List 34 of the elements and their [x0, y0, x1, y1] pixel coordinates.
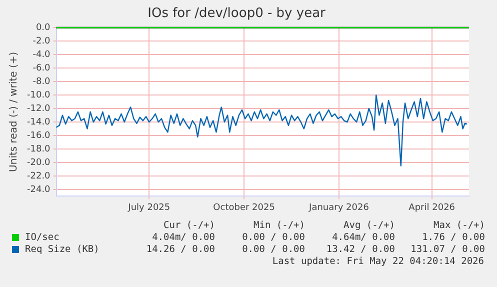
- text: 4.04m/ 0.00: [151, 232, 215, 242]
- y-tick-label: -18.0: [26, 144, 51, 154]
- text: Max (-/+): [432, 220, 485, 230]
- y-tick-label: -14.0: [26, 117, 51, 128]
- y-tick-label: -8.0: [32, 76, 51, 87]
- y-axis-title: Units read (-) / write (+): [8, 52, 20, 172]
- y-tick-label: -2.0: [32, 36, 51, 46]
- y-tick-label: -20.0: [26, 158, 51, 168]
- text: 4.64m/ 0.00: [331, 232, 395, 242]
- y-tick-label: -22.0: [26, 171, 51, 182]
- y-tick-label: -12.0: [26, 104, 51, 114]
- y-tick-label: 0.0: [36, 22, 51, 33]
- y-tick-label: -10.0: [26, 90, 51, 100]
- x-tick-label: October 2025: [213, 202, 275, 213]
- x-tick-label: July 2025: [127, 202, 170, 213]
- y-tick-label: -16.0: [26, 130, 51, 141]
- text: 14.26 / 0.00: [145, 244, 215, 254]
- text: 0.00 / 0.00: [241, 244, 305, 254]
- legend-label: Req Size (KB): [25, 244, 100, 254]
- chart-title: IOs for /dev/loop0 - by year: [148, 6, 326, 22]
- text: Last update: Fri May 22 04:20:14 2026: [271, 255, 484, 267]
- y-tick-label: -24.0: [26, 184, 51, 195]
- text: 13.42 / 0.00: [325, 244, 395, 254]
- text: 1.76 / 0.00: [421, 232, 485, 242]
- text: 0.00 / 0.00: [241, 232, 305, 242]
- x-tick-label: January 2026: [308, 202, 370, 213]
- x-tick-label: April 2026: [408, 202, 456, 213]
- text: Cur (-/+): [162, 220, 215, 230]
- y-tick-label: -4.0: [32, 50, 51, 60]
- text: 131.07 / 0.00: [410, 244, 485, 254]
- text: Avg (-/+): [342, 220, 395, 230]
- legend-label: IO/sec: [25, 232, 60, 242]
- y-tick-label: -6.0: [32, 63, 51, 74]
- text: Min (-/+): [252, 220, 305, 230]
